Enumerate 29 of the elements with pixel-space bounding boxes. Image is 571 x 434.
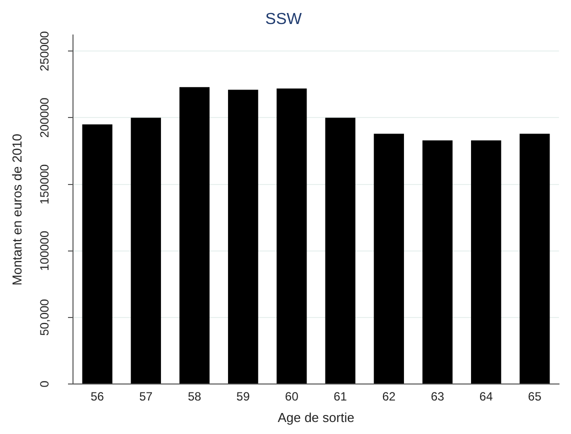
bar — [82, 124, 112, 384]
y-tick-label: 0 — [37, 380, 52, 388]
x-tick-label: 62 — [382, 390, 396, 404]
x-tick-label: 61 — [334, 390, 348, 404]
x-tick-label: 58 — [188, 390, 202, 404]
y-tick-label: 200000 — [37, 97, 52, 138]
x-tick-label: 60 — [285, 390, 299, 404]
bar — [374, 134, 404, 384]
bar — [276, 88, 307, 384]
x-axis-title: Age de sortie — [278, 410, 354, 425]
y-tick-label: 100000 — [37, 230, 52, 271]
bar — [422, 140, 453, 384]
y-axis-title: Montant en euros de 2010 — [9, 134, 24, 286]
y-tick-label: 250000 — [37, 30, 52, 72]
x-tick-label: 63 — [430, 390, 444, 404]
y-tick-label: 50,000 — [37, 298, 52, 336]
bar — [520, 134, 550, 384]
bar — [325, 118, 356, 384]
x-tick-label: 57 — [139, 390, 153, 404]
x-tick-label: 64 — [479, 390, 494, 404]
x-tick-label: 65 — [528, 390, 542, 404]
chart-title: SSW — [265, 11, 303, 28]
x-tick-label: 56 — [90, 390, 104, 404]
bar — [471, 140, 502, 384]
y-tick-label: 150000 — [37, 164, 52, 204]
bar — [130, 118, 161, 384]
x-tick-label: 59 — [236, 390, 250, 404]
bar — [179, 87, 210, 384]
bar — [228, 90, 258, 384]
